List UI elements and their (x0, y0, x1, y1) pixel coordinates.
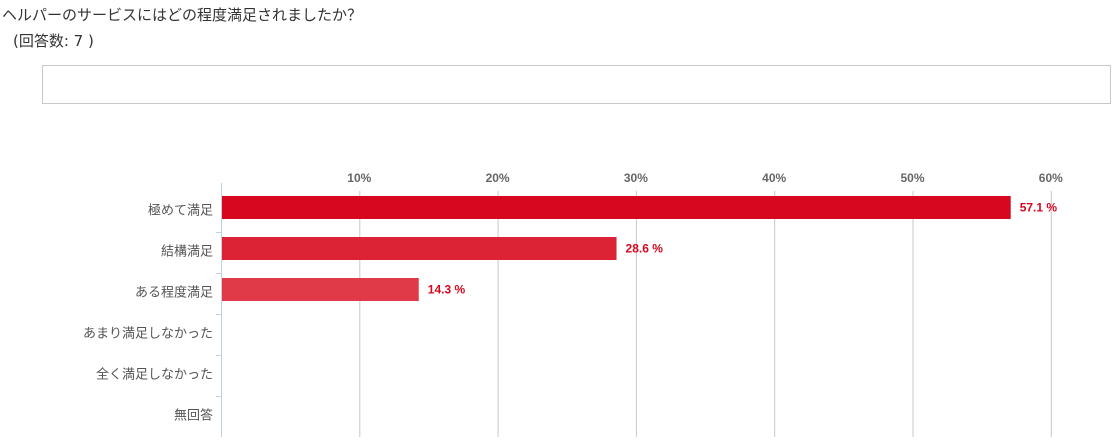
x-tick-label: 20% (486, 171, 510, 185)
value-label: 14.3 % (428, 283, 466, 297)
x-tick-label: 10% (347, 171, 371, 185)
category-label: 全く満足しなかった (96, 367, 213, 383)
response-count: (回答数: 7 ) (13, 32, 94, 50)
category-label: 極めて満足 (148, 203, 213, 219)
category-label: ある程度満足 (135, 285, 213, 301)
x-tick-label: 60% (1039, 171, 1063, 185)
value-label: 28.6 % (626, 242, 664, 256)
comment-box (42, 65, 1111, 104)
value-label: 57.1 % (1020, 201, 1058, 215)
x-tick-label: 40% (762, 171, 786, 185)
category-label: 無回答 (174, 408, 213, 424)
bar (222, 196, 1011, 219)
question-title: ヘルパーのサービスにはどの程度満足されましたか？ (2, 6, 363, 24)
bar (222, 237, 617, 260)
category-label: あまり満足しなかった (83, 327, 213, 342)
x-tick-label: 30% (624, 171, 648, 185)
bar (222, 278, 419, 301)
category-label: 結構満足 (161, 245, 213, 260)
x-tick-label: 50% (900, 171, 924, 185)
